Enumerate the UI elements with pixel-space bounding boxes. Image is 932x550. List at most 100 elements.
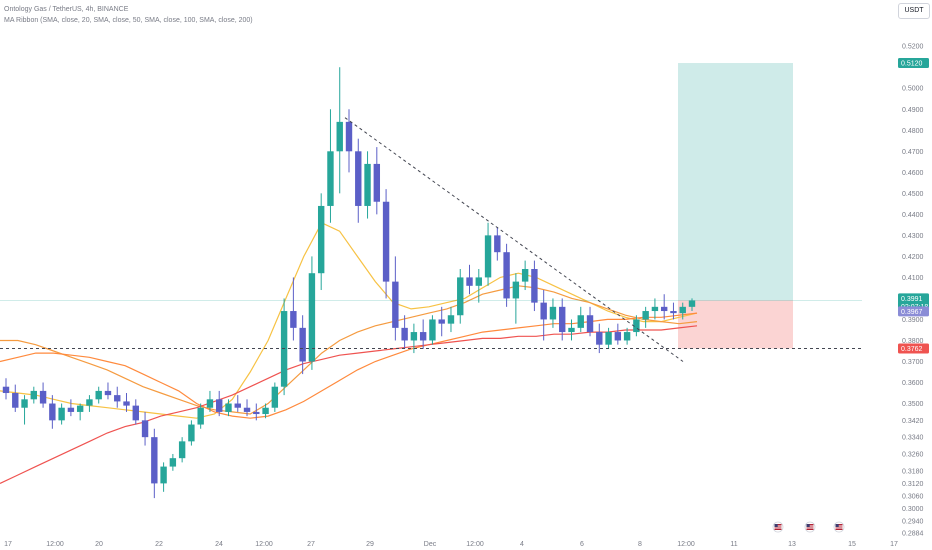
candle-body: [688, 300, 696, 307]
candle-down: [401, 315, 408, 349]
currency-button[interactable]: USDT: [898, 3, 930, 19]
candle-body: [447, 315, 455, 324]
candle-up: [568, 319, 575, 341]
y-tick-label: 0.3700: [902, 359, 924, 366]
candle-body: [484, 235, 492, 278]
candle-down: [494, 226, 501, 261]
candle-body: [679, 306, 686, 314]
candle-down: [216, 390, 223, 417]
y-tick-label: 0.4500: [902, 191, 924, 198]
candle-body: [243, 407, 251, 412]
candle-up: [76, 403, 84, 421]
y-tick-label: 0.4700: [902, 149, 924, 156]
candles: [2, 67, 696, 499]
candle-up: [58, 403, 65, 425]
target-price-tag-bg: [898, 58, 929, 69]
candle-body: [299, 327, 306, 362]
candle-up: [160, 462, 167, 492]
us-flag-icon[interactable]: [772, 521, 784, 533]
target-price-tag: 0.5120: [898, 58, 929, 69]
candle-up: [262, 403, 269, 419]
candle-body: [197, 407, 204, 425]
candle-body: [540, 302, 547, 320]
candle-body: [614, 332, 622, 341]
flag-stripes: [835, 524, 843, 530]
candle-up: [521, 260, 529, 291]
us-flag-icon[interactable]: [804, 521, 816, 533]
ma-price-tag-bg: [898, 306, 929, 317]
flag-white-stripe: [835, 527, 843, 529]
y-tick-label: 0.3180: [902, 468, 924, 475]
candle-body: [234, 403, 241, 408]
candle-body: [364, 163, 371, 206]
candle-up: [188, 420, 195, 446]
y-tick-label: 0.3900: [902, 317, 924, 324]
candle-body: [271, 386, 279, 408]
candle-body: [670, 311, 677, 314]
y-tick-label: 0.3340: [902, 435, 924, 442]
y-tick-label: 0.3120: [902, 481, 924, 488]
x-tick-label: 11: [730, 541, 737, 548]
y-tick-label: 0.3000: [902, 506, 924, 513]
candle-up: [336, 67, 343, 194]
candle-body: [633, 319, 640, 333]
candle-down: [12, 384, 19, 412]
candle-up: [280, 298, 288, 396]
candle-up: [457, 269, 464, 324]
us-flag-icon[interactable]: [833, 521, 845, 533]
candle-down: [151, 428, 158, 499]
candle-down: [253, 403, 260, 421]
x-tick-label: 24: [215, 541, 223, 548]
candle-body: [457, 277, 464, 316]
drawings[interactable]: [0, 117, 862, 362]
candle-body: [132, 405, 139, 421]
candle-body: [104, 390, 112, 396]
indicator-title: MA Ribbon (SMA, close, 20, SMA, close, 5…: [4, 17, 253, 24]
candle-body: [76, 405, 84, 412]
candle-up: [86, 395, 93, 412]
time-axis[interactable]: 17 12:00 20 22 24 12:00 27 29 Dec 12:00 4 6 8 12:00 11…: [4, 541, 898, 548]
flag-canton: [835, 524, 839, 527]
symbol-title: Ontology Gas / TetherUS, 4h, BINANCE: [4, 6, 129, 13]
candle-body: [151, 437, 158, 484]
candle-body: [114, 395, 121, 402]
last-price-tag-label: 0.3991: [901, 296, 923, 303]
candle-body: [12, 393, 19, 408]
candle-down: [49, 395, 56, 429]
candle-body: [392, 281, 399, 328]
candle-up: [317, 193, 325, 291]
candle-body: [262, 407, 269, 415]
candle-body: [317, 205, 325, 274]
candle-down: [670, 302, 677, 320]
candle-up: [327, 109, 334, 223]
long-position-tool[interactable]: [678, 63, 793, 349]
candle-up: [225, 399, 232, 417]
y-tick-label: 0.3260: [902, 451, 924, 458]
candle-up: [475, 269, 482, 303]
candle-body: [521, 269, 529, 282]
candle-body: [308, 273, 316, 362]
candle-down: [540, 290, 547, 341]
price-axis[interactable]: 0.5200 0.5000 0.4900 0.4800 0.4700 0.4600 0.45…: [902, 44, 924, 538]
candle-down: [355, 138, 362, 223]
flag-white-stripe: [774, 525, 782, 527]
candle-up: [623, 327, 631, 345]
candle-body: [623, 332, 631, 341]
y-tick-label: 0.3420: [902, 418, 924, 425]
candle-up: [364, 151, 371, 219]
last-price-tag-bg: [898, 293, 929, 304]
stop-price-tag: 0.3762: [898, 343, 929, 354]
ma-50-line: [0, 285, 698, 415]
candle-up: [95, 386, 102, 404]
candle-body: [188, 424, 195, 442]
candle-body: [327, 151, 334, 206]
x-tick-label: 15: [848, 541, 856, 548]
x-tick-label: Dec: [424, 541, 437, 548]
x-tick-label: 12:00: [466, 541, 484, 548]
candle-body: [2, 386, 10, 394]
stop-price-tag-bg: [898, 343, 929, 354]
candle-body: [169, 458, 177, 467]
event-markers[interactable]: [772, 521, 845, 533]
